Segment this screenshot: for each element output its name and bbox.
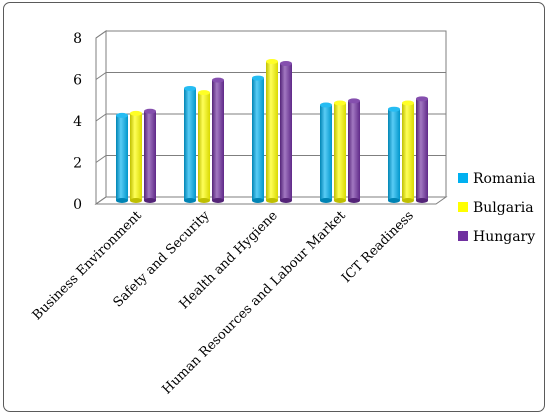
gridline xyxy=(95,196,446,205)
bar xyxy=(212,77,224,203)
bar xyxy=(184,85,196,203)
bar xyxy=(416,96,428,203)
bar xyxy=(266,58,278,203)
legend-label: Romania xyxy=(473,171,535,187)
x-tick-label: ICT Readiness xyxy=(339,208,417,286)
legend-swatch xyxy=(458,231,468,241)
y-tick-label: 8 xyxy=(73,31,82,47)
legend-label: Hungary xyxy=(473,229,535,245)
bar xyxy=(334,100,346,203)
legend-label: Bulgaria xyxy=(473,200,534,216)
y-tick-label: 4 xyxy=(73,114,82,130)
legend-swatch xyxy=(458,202,468,212)
gridline xyxy=(95,155,446,163)
bar xyxy=(252,75,264,203)
bar xyxy=(388,106,400,203)
x-tick-label: Business Environment xyxy=(30,208,146,324)
y-tick-label: 0 xyxy=(73,197,82,213)
bar xyxy=(144,108,156,203)
bar xyxy=(116,112,128,203)
legend-swatch xyxy=(458,173,468,183)
bar xyxy=(402,100,414,203)
gridline xyxy=(95,72,446,80)
bar xyxy=(320,102,332,203)
y-tick-label: 2 xyxy=(73,156,82,172)
bar xyxy=(280,61,292,203)
bar xyxy=(348,98,360,203)
gridline xyxy=(95,30,446,39)
gridline xyxy=(95,113,446,122)
bar xyxy=(130,110,142,203)
y-tick-label: 6 xyxy=(73,73,82,89)
bar xyxy=(198,90,210,203)
